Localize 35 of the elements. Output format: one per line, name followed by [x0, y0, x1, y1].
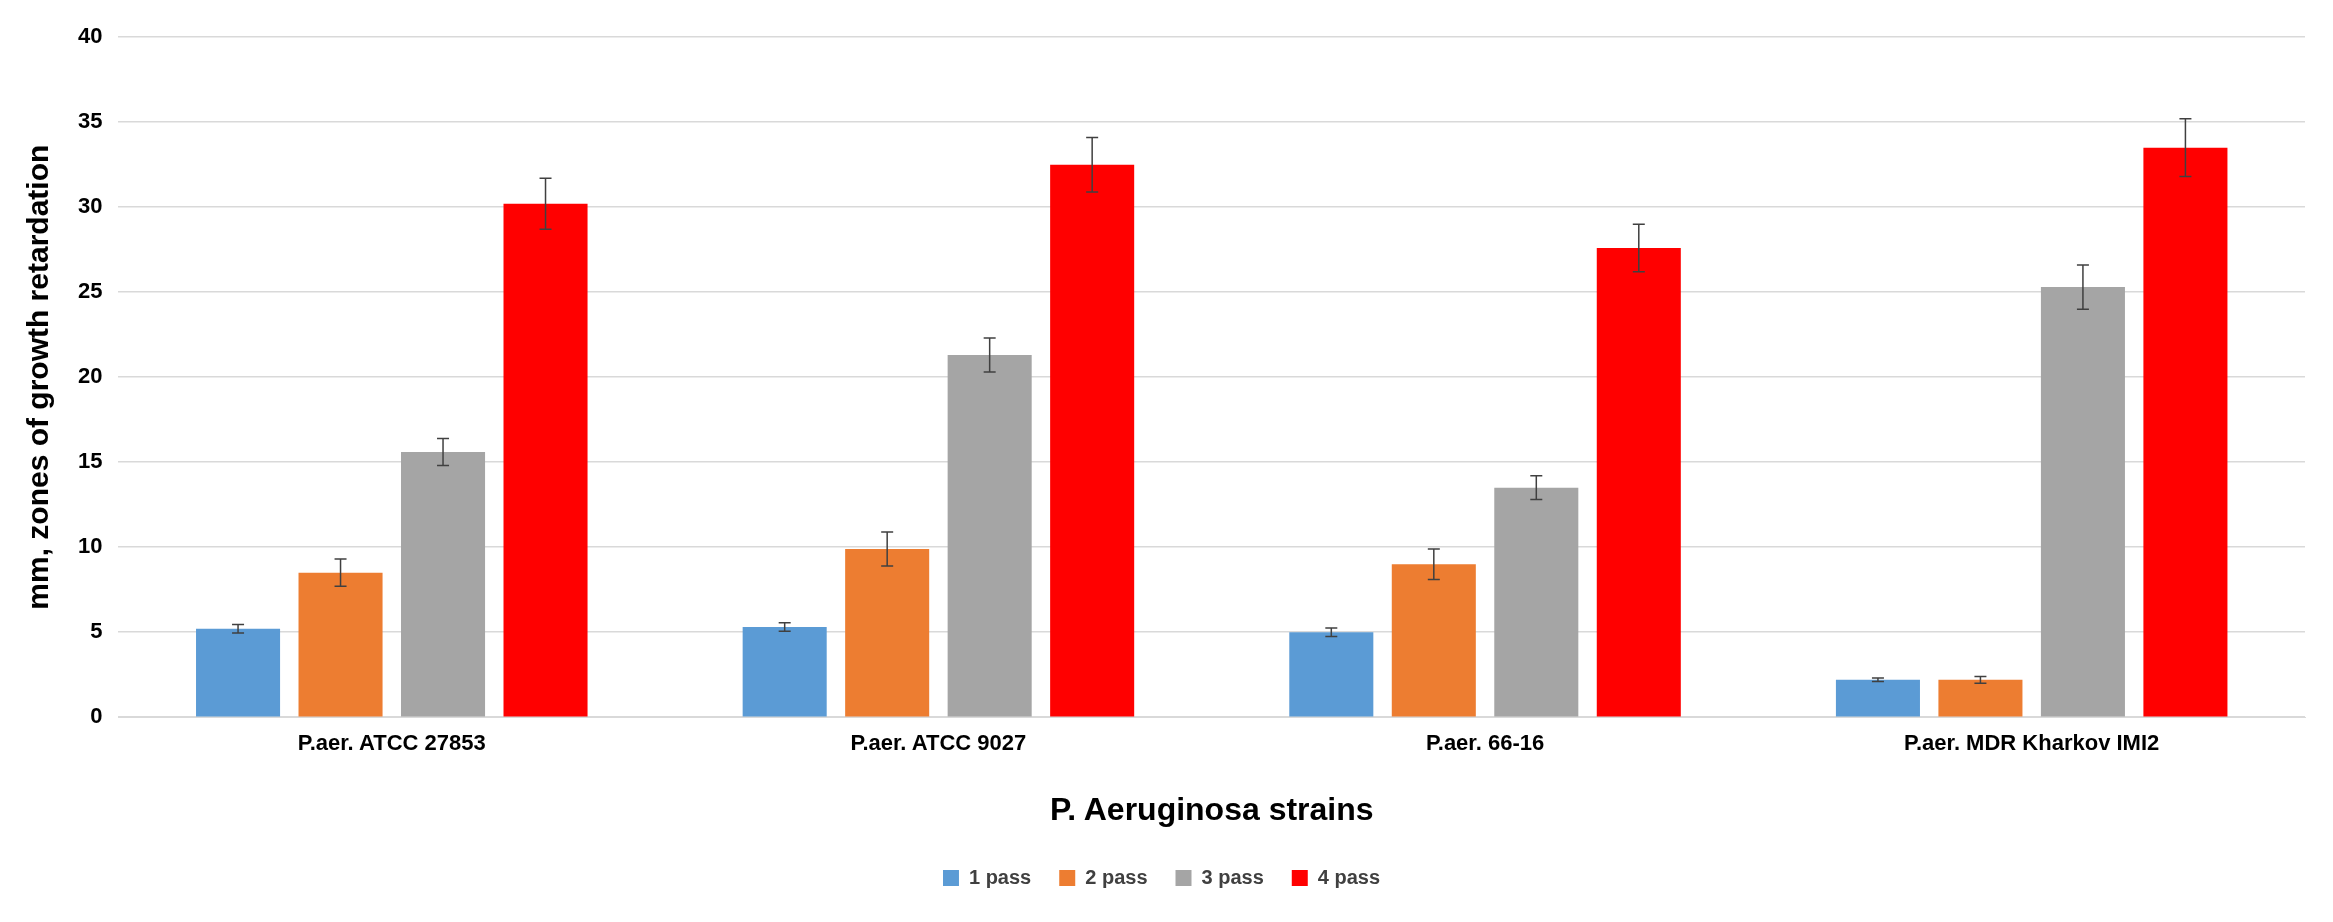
bar — [1835, 679, 1920, 717]
bar — [401, 452, 486, 717]
bar — [1494, 487, 1579, 717]
y-tick-label: 0 — [90, 703, 103, 729]
y-tick-label: 10 — [77, 533, 103, 559]
y-tick-label: 25 — [77, 278, 103, 304]
bar — [196, 628, 281, 717]
bar — [503, 203, 588, 717]
bar — [1289, 632, 1374, 717]
bar — [1050, 164, 1135, 717]
legend-label: 2 pass — [1085, 865, 1148, 888]
x-tick-label: P.aer. ATCC 27853 — [297, 730, 486, 756]
legend-label: 4 pass — [1317, 865, 1381, 888]
y-tick-label: 40 — [77, 23, 103, 49]
bar — [2143, 147, 2228, 717]
legend-label: 1 pass — [968, 865, 1032, 888]
y-tick-label: 15 — [77, 448, 103, 474]
bar — [845, 548, 930, 717]
bar — [1938, 679, 2023, 717]
bar — [742, 627, 827, 717]
legend-label: 3 pass — [1201, 865, 1264, 888]
x-tick-label: P.aer. MDR Kharkov IMI2 — [1904, 730, 2160, 756]
bar — [2040, 287, 2125, 717]
y-tick-label: 20 — [77, 363, 103, 389]
y-tick-label: 30 — [77, 193, 103, 219]
bar — [947, 355, 1032, 717]
bar — [1391, 564, 1476, 717]
x-tick-label: P.aer. ATCC 9027 — [850, 730, 1027, 756]
x-axis-title: P. Aeruginosa strains — [1049, 790, 1374, 827]
y-axis-title: mm, zones of growth retardation — [21, 144, 55, 610]
x-tick-label: P.aer. 66-16 — [1425, 730, 1545, 756]
bar — [1596, 248, 1681, 717]
bar — [298, 572, 383, 717]
y-tick-label: 35 — [77, 108, 103, 134]
y-tick-label: 5 — [90, 618, 103, 644]
